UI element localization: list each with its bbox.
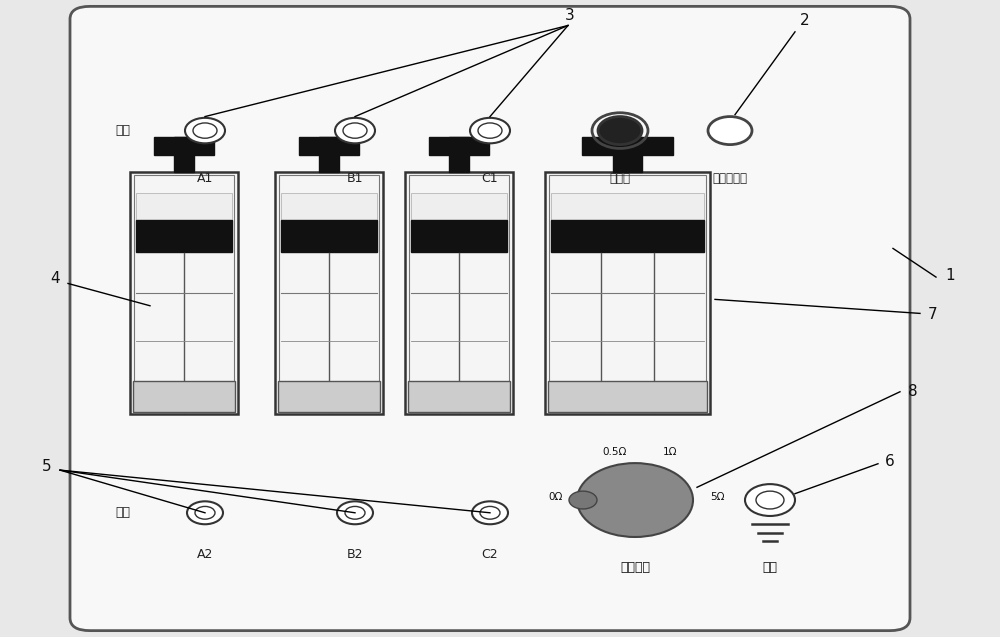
Circle shape <box>337 501 373 524</box>
Bar <box>551 220 704 252</box>
Circle shape <box>480 506 500 519</box>
Text: 接地: 接地 <box>763 561 778 573</box>
FancyBboxPatch shape <box>70 6 910 631</box>
Bar <box>411 220 507 252</box>
Circle shape <box>478 123 502 138</box>
Bar <box>582 137 673 155</box>
Circle shape <box>577 463 693 537</box>
Circle shape <box>472 501 508 524</box>
Bar <box>174 137 194 172</box>
Bar <box>154 137 214 155</box>
Text: 输出: 输出 <box>115 506 130 519</box>
Circle shape <box>470 118 510 143</box>
Circle shape <box>708 117 752 145</box>
Text: C2: C2 <box>482 548 498 561</box>
Bar <box>136 193 232 220</box>
Text: B2: B2 <box>347 548 363 561</box>
Text: 4: 4 <box>50 271 60 287</box>
Circle shape <box>195 506 215 519</box>
Circle shape <box>185 118 225 143</box>
Bar <box>409 175 509 412</box>
Text: C1: C1 <box>482 172 498 185</box>
Bar <box>545 172 710 414</box>
Text: 5: 5 <box>42 459 52 475</box>
Bar <box>278 381 380 412</box>
Bar <box>136 220 232 252</box>
Bar <box>319 137 339 172</box>
Circle shape <box>343 123 367 138</box>
Bar <box>279 175 379 412</box>
Bar <box>134 175 234 412</box>
Bar <box>130 172 238 414</box>
Text: B1: B1 <box>347 172 363 185</box>
Text: A2: A2 <box>197 548 213 561</box>
Circle shape <box>345 506 365 519</box>
Circle shape <box>745 484 795 516</box>
Bar <box>275 172 383 414</box>
Bar <box>429 137 489 155</box>
Text: 报警指示灯: 报警指示灯 <box>712 172 748 185</box>
Text: 5Ω: 5Ω <box>710 492 724 503</box>
Text: 6: 6 <box>885 454 895 469</box>
Text: A1: A1 <box>197 172 213 185</box>
Circle shape <box>756 491 784 509</box>
Circle shape <box>598 117 642 145</box>
Bar <box>449 137 469 172</box>
Text: 充电座: 充电座 <box>610 172 631 185</box>
Circle shape <box>193 123 217 138</box>
Circle shape <box>187 501 223 524</box>
Bar <box>405 172 513 414</box>
Bar <box>281 220 377 252</box>
Bar <box>613 137 642 172</box>
Circle shape <box>569 491 597 509</box>
Bar <box>133 381 235 412</box>
Text: 1: 1 <box>945 268 955 283</box>
Circle shape <box>335 118 375 143</box>
Text: 0.5Ω: 0.5Ω <box>603 447 627 457</box>
Bar <box>549 175 706 412</box>
Text: 输入: 输入 <box>115 124 130 137</box>
Text: 切换开关: 切换开关 <box>620 561 650 573</box>
Bar <box>411 193 507 220</box>
Text: 7: 7 <box>928 306 938 322</box>
Text: 0Ω: 0Ω <box>549 492 563 503</box>
Bar <box>408 381 510 412</box>
Bar <box>548 381 707 412</box>
Text: 8: 8 <box>908 384 918 399</box>
Text: 1Ω: 1Ω <box>663 447 677 457</box>
Text: 3: 3 <box>565 8 575 24</box>
Text: 2: 2 <box>800 13 810 29</box>
Bar <box>551 193 704 220</box>
Bar <box>299 137 359 155</box>
Bar <box>281 193 377 220</box>
